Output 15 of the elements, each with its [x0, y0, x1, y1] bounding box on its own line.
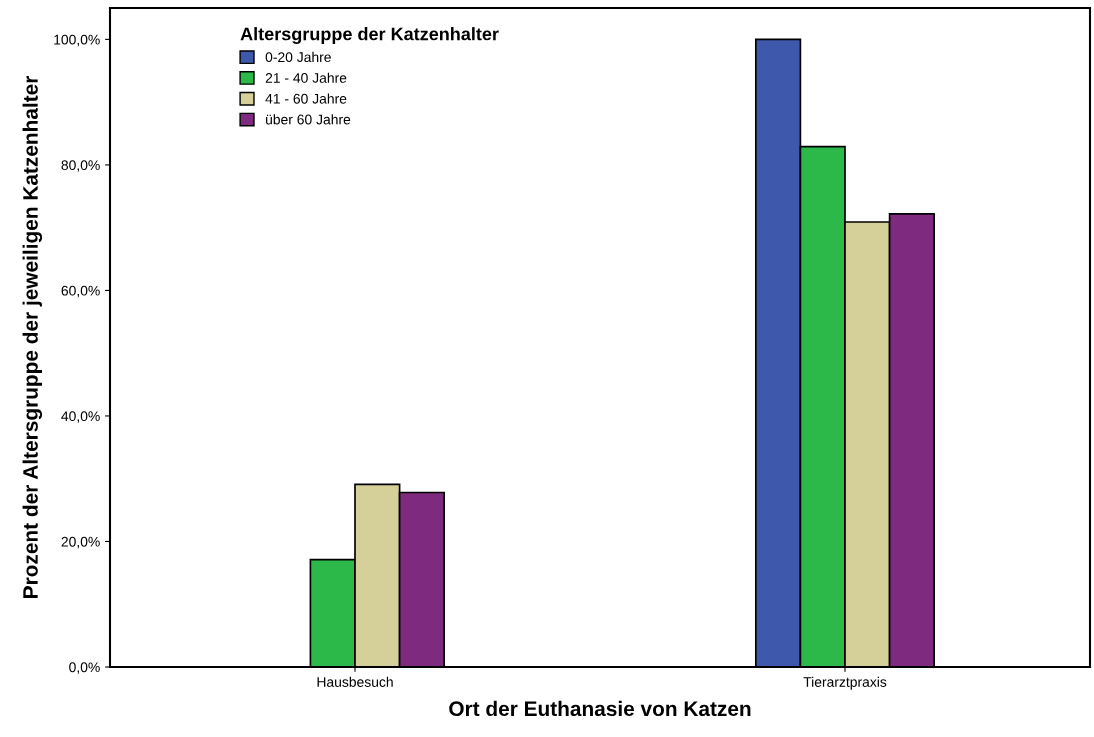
legend-label: über 60 Jahre [266, 114, 351, 125]
y-tick-label: 0,0% [69, 662, 100, 674]
x-tick-label: Hausbesuch [317, 676, 393, 687]
legend-label: 21 - 40 Jahre [265, 72, 347, 83]
y-tick-label: 60,0% [61, 285, 100, 298]
y-axis-title: Prozent der Altersgruppe der jeweiligen Katzenhalter [22, 75, 43, 598]
y-tick-label: 100,0% [54, 34, 100, 47]
y-tick-label: 40,0% [61, 411, 100, 423]
x-axis-title: Ort der Euthanasie von Katzen [449, 700, 751, 717]
y-tick-label: 20,0% [61, 536, 100, 549]
legend-label: 0-20 Jahre [265, 51, 331, 63]
y-tick-label: 80,0% [61, 160, 100, 172]
legend-title: Altersgruppe der Katzenhalter [240, 27, 499, 44]
x-tick-label: Tierarztpraxis [803, 676, 887, 690]
legend-label: 41 - 60 Jahre [265, 93, 347, 104]
